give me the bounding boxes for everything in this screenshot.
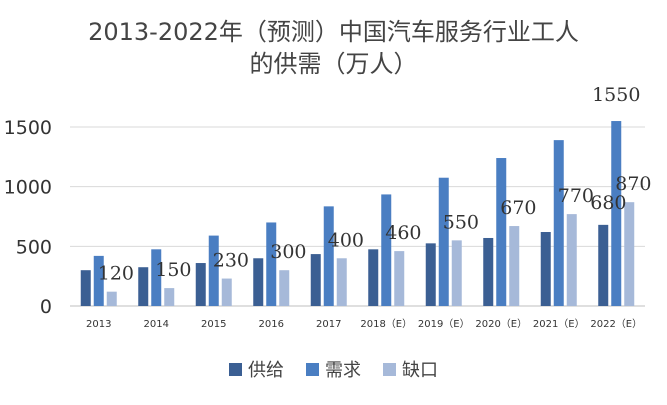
data-label-gap: 670 (500, 197, 536, 219)
legend-swatch-demand (306, 362, 319, 376)
legend-label-demand: 需求 (325, 360, 361, 381)
y-tick-label: 1000 (4, 177, 52, 199)
bar-gap (221, 278, 232, 306)
x-tick-label: 2022（E） (590, 318, 642, 330)
x-tick-label: 2015 (201, 319, 226, 330)
x-tick-label: 2017 (316, 319, 341, 330)
bar-gap (624, 202, 635, 306)
data-label-gap: 230 (213, 250, 249, 272)
bar-supply (598, 224, 609, 306)
y-tick-label: 1500 (4, 117, 52, 139)
bar-demand (553, 140, 564, 306)
data-label-gap: 550 (443, 211, 479, 233)
data-label-gap: 460 (385, 222, 421, 244)
legend-item-demand: 需求 (306, 356, 361, 382)
x-tick-label: 2021（E） (533, 318, 585, 330)
bar-gap (336, 258, 347, 306)
bar-supply (310, 254, 321, 306)
legend-item-gap: 缺口 (383, 356, 438, 382)
bar-demand (93, 255, 104, 306)
bar-supply (368, 249, 379, 306)
bar-demand (381, 194, 392, 306)
x-tick-label: 2013 (86, 319, 111, 330)
legend-item-supply: 供给 (229, 356, 284, 382)
bar-gap (451, 240, 462, 306)
bar-supply (80, 270, 91, 306)
legend-swatch-gap (383, 362, 396, 376)
x-tick-label: 2020（E） (475, 318, 527, 330)
legend: 供给 需求 缺口 (0, 356, 667, 382)
chart-title-line-1: 2013-2022年（预测）中国汽车服务行业工人 (88, 18, 579, 46)
bar-demand (151, 249, 162, 306)
legend-label-supply: 供给 (248, 360, 284, 381)
bar-gap (509, 226, 520, 306)
data-label-gap: 770 (558, 185, 594, 207)
bar-supply (138, 267, 149, 306)
plot-area: 0 500 1000 1500 2013 2014 2015 2016 2017 2018（E） 2… (4, 84, 652, 330)
legend-swatch-supply (229, 362, 242, 376)
bar-gap (279, 270, 290, 306)
data-label-demand: 1550 (592, 84, 640, 106)
bar-supply (253, 258, 264, 306)
data-label-gap: 300 (270, 241, 306, 263)
bar-supply (540, 232, 551, 306)
bar-supply (195, 263, 206, 306)
chart-title-line-2: 的供需（万人） (249, 50, 418, 78)
bar-supply (483, 237, 494, 306)
bar-gap (164, 288, 175, 306)
bar-demand (266, 222, 277, 306)
bar-demand (208, 235, 219, 306)
x-tick-label: 2018（E） (360, 318, 412, 330)
legend-label-gap: 缺口 (402, 360, 438, 381)
x-tick-label: 2016 (259, 319, 284, 330)
data-label-gap: 870 (615, 173, 651, 195)
data-label-gap: 120 (98, 263, 134, 285)
data-label-supply: 680 (590, 192, 626, 214)
data-label-gap: 150 (155, 259, 191, 281)
y-tick-label: 0 (40, 296, 52, 318)
x-tick-label: 2014 (144, 319, 169, 330)
bar-demand (496, 158, 507, 306)
bar-gap (106, 291, 117, 306)
x-tick-label: 2019（E） (418, 318, 470, 330)
bar-gap (394, 251, 405, 306)
bar-supply (425, 243, 436, 306)
bar-demand (611, 121, 622, 307)
bar-demand (323, 206, 334, 306)
bar-demand (438, 177, 449, 306)
data-label-gap: 400 (328, 229, 364, 251)
y-tick-label: 500 (16, 236, 52, 258)
bar-gap (566, 214, 577, 306)
